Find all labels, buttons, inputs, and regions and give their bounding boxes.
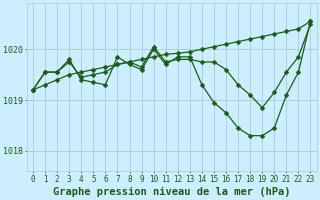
X-axis label: Graphe pression niveau de la mer (hPa): Graphe pression niveau de la mer (hPa) (53, 186, 291, 197)
